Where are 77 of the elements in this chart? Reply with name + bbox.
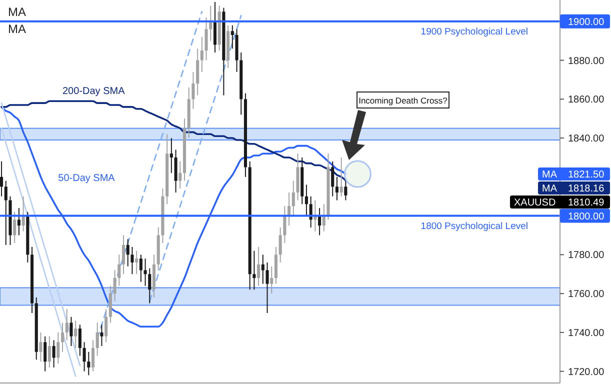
candlestick <box>288 192 291 226</box>
candlestick <box>91 340 95 372</box>
candlestick <box>144 258 147 286</box>
candlestick <box>283 206 286 244</box>
candlestick <box>60 322 64 352</box>
text: XAUUSD <box>514 198 556 209</box>
candlestick <box>96 322 99 356</box>
y-tick-label: 1780.00 <box>568 250 605 262</box>
candlestick <box>48 336 51 368</box>
candlestick <box>74 320 78 349</box>
candlestick <box>278 226 282 263</box>
candlestick <box>196 48 200 96</box>
annotation: MA <box>8 22 26 36</box>
candlestick <box>4 180 8 246</box>
y-tick-label: 1900.00 <box>568 16 605 28</box>
candlestick <box>178 160 182 190</box>
candlestick <box>122 234 126 275</box>
candlestick <box>87 351 90 376</box>
candlestick <box>65 308 68 341</box>
candlestick <box>135 250 138 275</box>
candlestick <box>261 254 264 284</box>
candlestick <box>56 332 60 364</box>
candlestick <box>126 238 130 267</box>
candlestick <box>108 285 112 324</box>
candlestick <box>266 262 269 314</box>
candlestick <box>292 180 295 216</box>
candlestick <box>344 180 348 201</box>
candlestick <box>13 211 16 244</box>
candlestick <box>204 16 208 61</box>
candlestick <box>100 324 104 347</box>
text: 1810.49 <box>568 198 605 209</box>
candlestick <box>17 208 20 236</box>
line-series <box>148 14 242 302</box>
series-label: 50-Day SMA <box>58 172 116 184</box>
candlestick <box>257 246 260 286</box>
candlestick <box>118 254 121 286</box>
candlestick <box>331 160 334 197</box>
text: Incoming Death Cross? <box>358 96 448 106</box>
y-tick-label: 1840.00 <box>568 134 605 145</box>
candlestick <box>270 266 274 294</box>
candlestick <box>192 71 195 110</box>
candlestick <box>104 308 108 343</box>
y-tick-label: 1860.00 <box>568 94 605 106</box>
candlestick <box>78 324 82 356</box>
candlestick <box>52 340 56 368</box>
candlestick <box>82 342 86 372</box>
candlestick <box>44 336 47 372</box>
ref-line-label: 1900 Psychological Level <box>420 26 528 38</box>
y-tick-label: 1740.00 <box>568 328 605 339</box>
candlestick <box>230 24 234 50</box>
candlestick <box>200 36 204 72</box>
candlestick <box>252 250 256 290</box>
candlestick <box>139 254 142 282</box>
ref-line-label: 1800 Psychological Level <box>420 220 528 232</box>
candlestick <box>274 246 278 284</box>
candlestick <box>170 138 173 174</box>
y-tick-label: 1760.00 <box>568 289 605 300</box>
candlestick <box>148 268 152 304</box>
text: MA <box>542 184 558 195</box>
text: 1818.16 <box>568 184 605 195</box>
text: MA <box>542 170 558 181</box>
y-tick-label: 1800.00 <box>568 211 605 222</box>
series-label: 200-Day SMA <box>62 86 126 98</box>
candlestick <box>130 246 134 275</box>
candlestick <box>70 316 73 347</box>
candlestick <box>174 149 178 193</box>
y-tick-label: 1720.00 <box>568 366 605 378</box>
candlestick <box>304 184 308 216</box>
candlestick <box>39 332 42 362</box>
candlestick <box>340 156 343 197</box>
candlestick <box>335 176 338 201</box>
y-tick-label: 1880.00 <box>568 56 605 67</box>
candlestick <box>0 160 4 197</box>
candlestick <box>113 270 116 302</box>
text: 1821.50 <box>568 170 605 181</box>
annotation: MA <box>8 5 26 19</box>
candlestick <box>213 1 217 53</box>
